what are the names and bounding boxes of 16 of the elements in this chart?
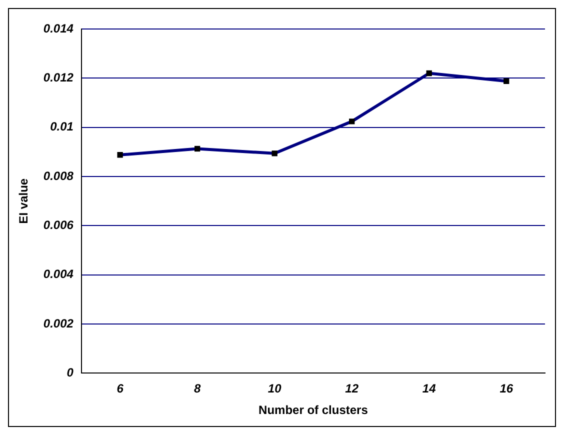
x-tick-label: 16 <box>500 382 514 396</box>
y-tick-label: 0.014 <box>43 21 74 36</box>
y-tick-label: 0.008 <box>43 168 74 183</box>
x-tick-label: 6 <box>116 382 124 396</box>
y-axis-title: EI value <box>16 178 31 224</box>
x-tick-label: 14 <box>422 382 436 396</box>
x-tick-label: 10 <box>268 382 282 396</box>
x-axis-title: Number of clusters <box>258 403 368 418</box>
y-tick-label: 0.006 <box>43 218 74 232</box>
y-tick-label: 0.004 <box>43 267 74 282</box>
x-tick-label: 12 <box>345 382 359 396</box>
y-tick-label: 0.01 <box>50 120 74 134</box>
y-tick-label: 0.012 <box>43 70 74 84</box>
x-tick-label: 8 <box>194 382 201 396</box>
y-tick-label: 0 <box>66 366 74 380</box>
y-tick-label: 0.002 <box>43 316 74 330</box>
